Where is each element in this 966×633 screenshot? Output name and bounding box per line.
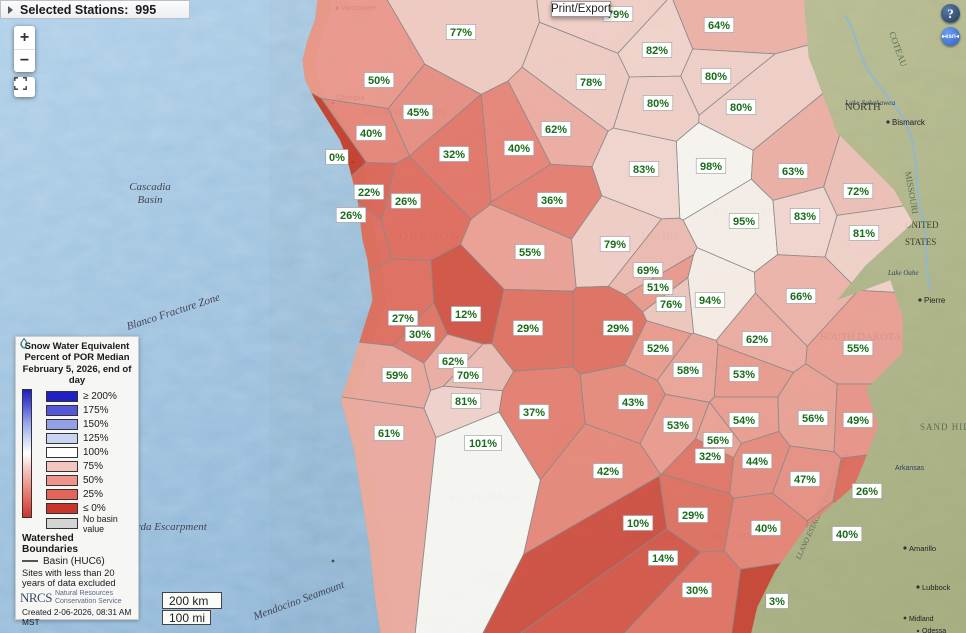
svg-text:22%: 22% [358,187,380,199]
svg-text:47%: 47% [794,474,816,486]
svg-text:81%: 81% [853,228,875,240]
svg-text:83%: 83% [794,211,816,223]
svg-text:70%: 70% [457,370,479,382]
svg-text:27%: 27% [392,313,414,325]
svg-text:52%: 52% [647,343,669,355]
svg-text:62%: 62% [746,334,768,346]
svg-text:69%: 69% [637,265,659,277]
svg-text:40%: 40% [508,143,530,155]
svg-text:82%: 82% [646,45,668,57]
svg-text:29%: 29% [517,323,539,335]
svg-text:50%: 50% [368,75,390,87]
svg-text:53%: 53% [667,420,689,432]
svg-text:30%: 30% [686,585,708,597]
svg-text:37%: 37% [523,407,545,419]
svg-text:56%: 56% [707,435,729,447]
svg-text:45%: 45% [407,107,429,119]
svg-text:56%: 56% [802,413,824,425]
svg-text:36%: 36% [541,195,563,207]
svg-text:40%: 40% [836,529,858,541]
svg-text:59%: 59% [386,370,408,382]
svg-text:49%: 49% [847,415,869,427]
svg-text:72%: 72% [847,186,869,198]
svg-text:78%: 78% [580,77,602,89]
svg-text:62%: 62% [545,124,567,136]
svg-text:3%: 3% [769,596,785,608]
svg-text:77%: 77% [450,27,472,39]
svg-text:40%: 40% [360,128,382,140]
svg-text:26%: 26% [340,210,362,222]
svg-text:42%: 42% [597,466,619,478]
svg-text:40%: 40% [755,523,777,535]
svg-text:29%: 29% [607,323,629,335]
svg-text:81%: 81% [455,396,477,408]
svg-text:64%: 64% [708,20,730,32]
svg-text:55%: 55% [519,247,541,259]
svg-text:80%: 80% [705,71,727,83]
svg-text:55%: 55% [847,343,869,355]
svg-text:79%: 79% [604,239,626,251]
svg-text:12%: 12% [455,309,477,321]
svg-text:76%: 76% [660,299,682,311]
svg-text:83%: 83% [633,164,655,176]
svg-text:62%: 62% [442,356,464,368]
svg-text:44%: 44% [746,456,768,468]
svg-text:98%: 98% [700,161,722,173]
svg-text:14%: 14% [652,553,674,565]
svg-text:66%: 66% [790,291,812,303]
svg-text:80%: 80% [647,98,669,110]
svg-text:29%: 29% [682,510,704,522]
svg-text:43%: 43% [622,397,644,409]
svg-text:0%: 0% [329,152,345,164]
svg-text:51%: 51% [647,282,669,294]
svg-text:30%: 30% [409,329,431,341]
svg-text:53%: 53% [733,369,755,381]
svg-text:32%: 32% [443,149,465,161]
svg-text:94%: 94% [699,295,721,307]
svg-text:26%: 26% [395,196,417,208]
svg-text:32%: 32% [699,451,721,463]
svg-text:80%: 80% [730,102,752,114]
svg-text:10%: 10% [627,518,649,530]
svg-text:54%: 54% [733,415,755,427]
svg-text:58%: 58% [677,365,699,377]
svg-text:26%: 26% [856,486,878,498]
svg-text:101%: 101% [469,438,497,450]
svg-text:63%: 63% [782,166,804,178]
svg-text:95%: 95% [733,216,755,228]
svg-text:61%: 61% [378,428,400,440]
